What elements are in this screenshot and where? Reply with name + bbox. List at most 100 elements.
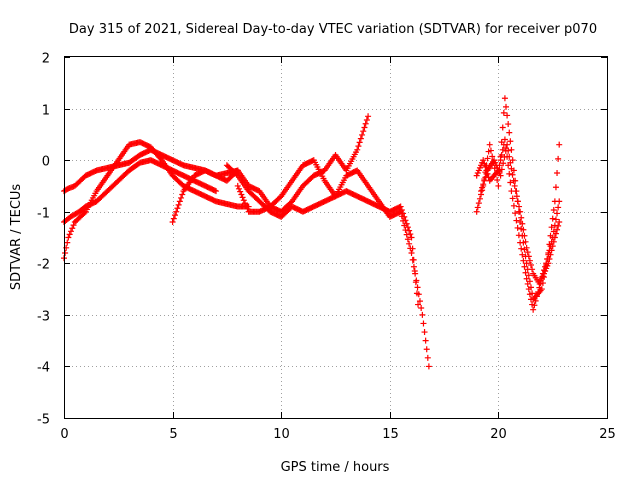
data-point bbox=[402, 217, 409, 224]
data-point bbox=[213, 188, 220, 195]
grid bbox=[64, 57, 607, 418]
chart-title: Day 315 of 2021, Sidereal Day-to-day VTE… bbox=[69, 22, 597, 37]
data-point bbox=[419, 311, 426, 318]
data-point bbox=[238, 191, 245, 198]
data-point bbox=[359, 131, 366, 138]
data-point bbox=[486, 141, 493, 148]
data-point bbox=[480, 157, 487, 164]
data-point bbox=[408, 249, 415, 256]
data-point bbox=[536, 280, 543, 287]
data-point bbox=[515, 232, 522, 239]
data-point bbox=[549, 215, 556, 222]
data-point bbox=[512, 210, 519, 217]
data-point bbox=[518, 245, 525, 252]
data-point bbox=[424, 354, 431, 361]
data-point bbox=[412, 279, 419, 286]
data-point bbox=[361, 124, 368, 131]
series-trace-a bbox=[61, 139, 252, 262]
data-series bbox=[61, 95, 563, 370]
data-point bbox=[64, 239, 71, 246]
data-point bbox=[404, 224, 411, 231]
data-point bbox=[484, 155, 491, 162]
data-point bbox=[509, 171, 516, 178]
data-point bbox=[556, 141, 563, 148]
data-point bbox=[497, 172, 504, 179]
data-point bbox=[554, 170, 561, 177]
data-point bbox=[483, 170, 490, 177]
data-point bbox=[552, 216, 559, 223]
series-trace-f bbox=[234, 157, 422, 308]
data-point bbox=[243, 202, 250, 209]
data-point bbox=[404, 236, 411, 243]
data-point bbox=[554, 210, 561, 217]
data-point bbox=[173, 208, 180, 215]
series-trace-b bbox=[61, 157, 220, 226]
data-point bbox=[509, 195, 516, 202]
y-tick-label: -1 bbox=[37, 207, 50, 222]
data-point bbox=[499, 124, 506, 131]
data-point bbox=[406, 227, 413, 234]
data-point bbox=[416, 298, 423, 305]
data-point bbox=[510, 177, 517, 184]
data-point bbox=[495, 182, 502, 189]
data-point bbox=[482, 174, 489, 181]
data-point bbox=[508, 165, 515, 172]
data-point bbox=[425, 363, 432, 370]
data-point bbox=[239, 194, 246, 201]
data-point bbox=[532, 297, 539, 304]
data-point bbox=[473, 208, 480, 215]
y-tick-label: -2 bbox=[37, 258, 50, 273]
data-point bbox=[422, 337, 429, 344]
data-point bbox=[518, 214, 525, 221]
data-point bbox=[543, 260, 550, 267]
data-point bbox=[505, 147, 512, 154]
data-point bbox=[526, 291, 533, 298]
data-point bbox=[533, 293, 540, 300]
data-point bbox=[554, 226, 561, 233]
data-point bbox=[365, 113, 372, 120]
data-point bbox=[542, 263, 549, 270]
data-point bbox=[549, 234, 556, 241]
data-point bbox=[525, 272, 532, 279]
data-point bbox=[421, 329, 428, 336]
data-point bbox=[519, 220, 526, 227]
data-point bbox=[548, 224, 555, 231]
data-point bbox=[476, 195, 483, 202]
data-point bbox=[400, 210, 407, 217]
data-point bbox=[530, 306, 537, 313]
data-point bbox=[357, 135, 364, 142]
data-point bbox=[398, 206, 405, 213]
data-point bbox=[178, 194, 185, 201]
data-point bbox=[413, 290, 420, 297]
data-point bbox=[552, 184, 559, 191]
data-point bbox=[62, 249, 69, 256]
data-point bbox=[506, 153, 513, 160]
series-trace-e bbox=[223, 162, 432, 370]
data-point bbox=[415, 301, 422, 308]
data-point bbox=[523, 260, 530, 267]
y-tick-label: -5 bbox=[37, 413, 50, 428]
data-point bbox=[541, 267, 548, 274]
data-point bbox=[507, 159, 514, 166]
data-point bbox=[522, 238, 529, 245]
x-tick-label: 10 bbox=[273, 427, 290, 442]
data-point bbox=[506, 129, 513, 136]
data-point bbox=[500, 109, 507, 116]
data-point bbox=[529, 266, 536, 273]
data-point bbox=[411, 268, 418, 275]
series-trace-i bbox=[478, 141, 563, 287]
data-point bbox=[420, 320, 427, 327]
y-tick-label: -3 bbox=[37, 310, 50, 325]
data-point bbox=[516, 203, 523, 210]
data-point bbox=[523, 275, 530, 282]
data-point bbox=[545, 251, 552, 258]
data-point bbox=[474, 204, 481, 211]
data-point bbox=[537, 277, 544, 284]
data-point bbox=[410, 263, 417, 270]
data-point bbox=[519, 251, 526, 258]
data-point bbox=[513, 217, 520, 224]
data-point bbox=[418, 304, 425, 311]
data-point bbox=[70, 222, 77, 229]
data-point bbox=[526, 257, 533, 264]
